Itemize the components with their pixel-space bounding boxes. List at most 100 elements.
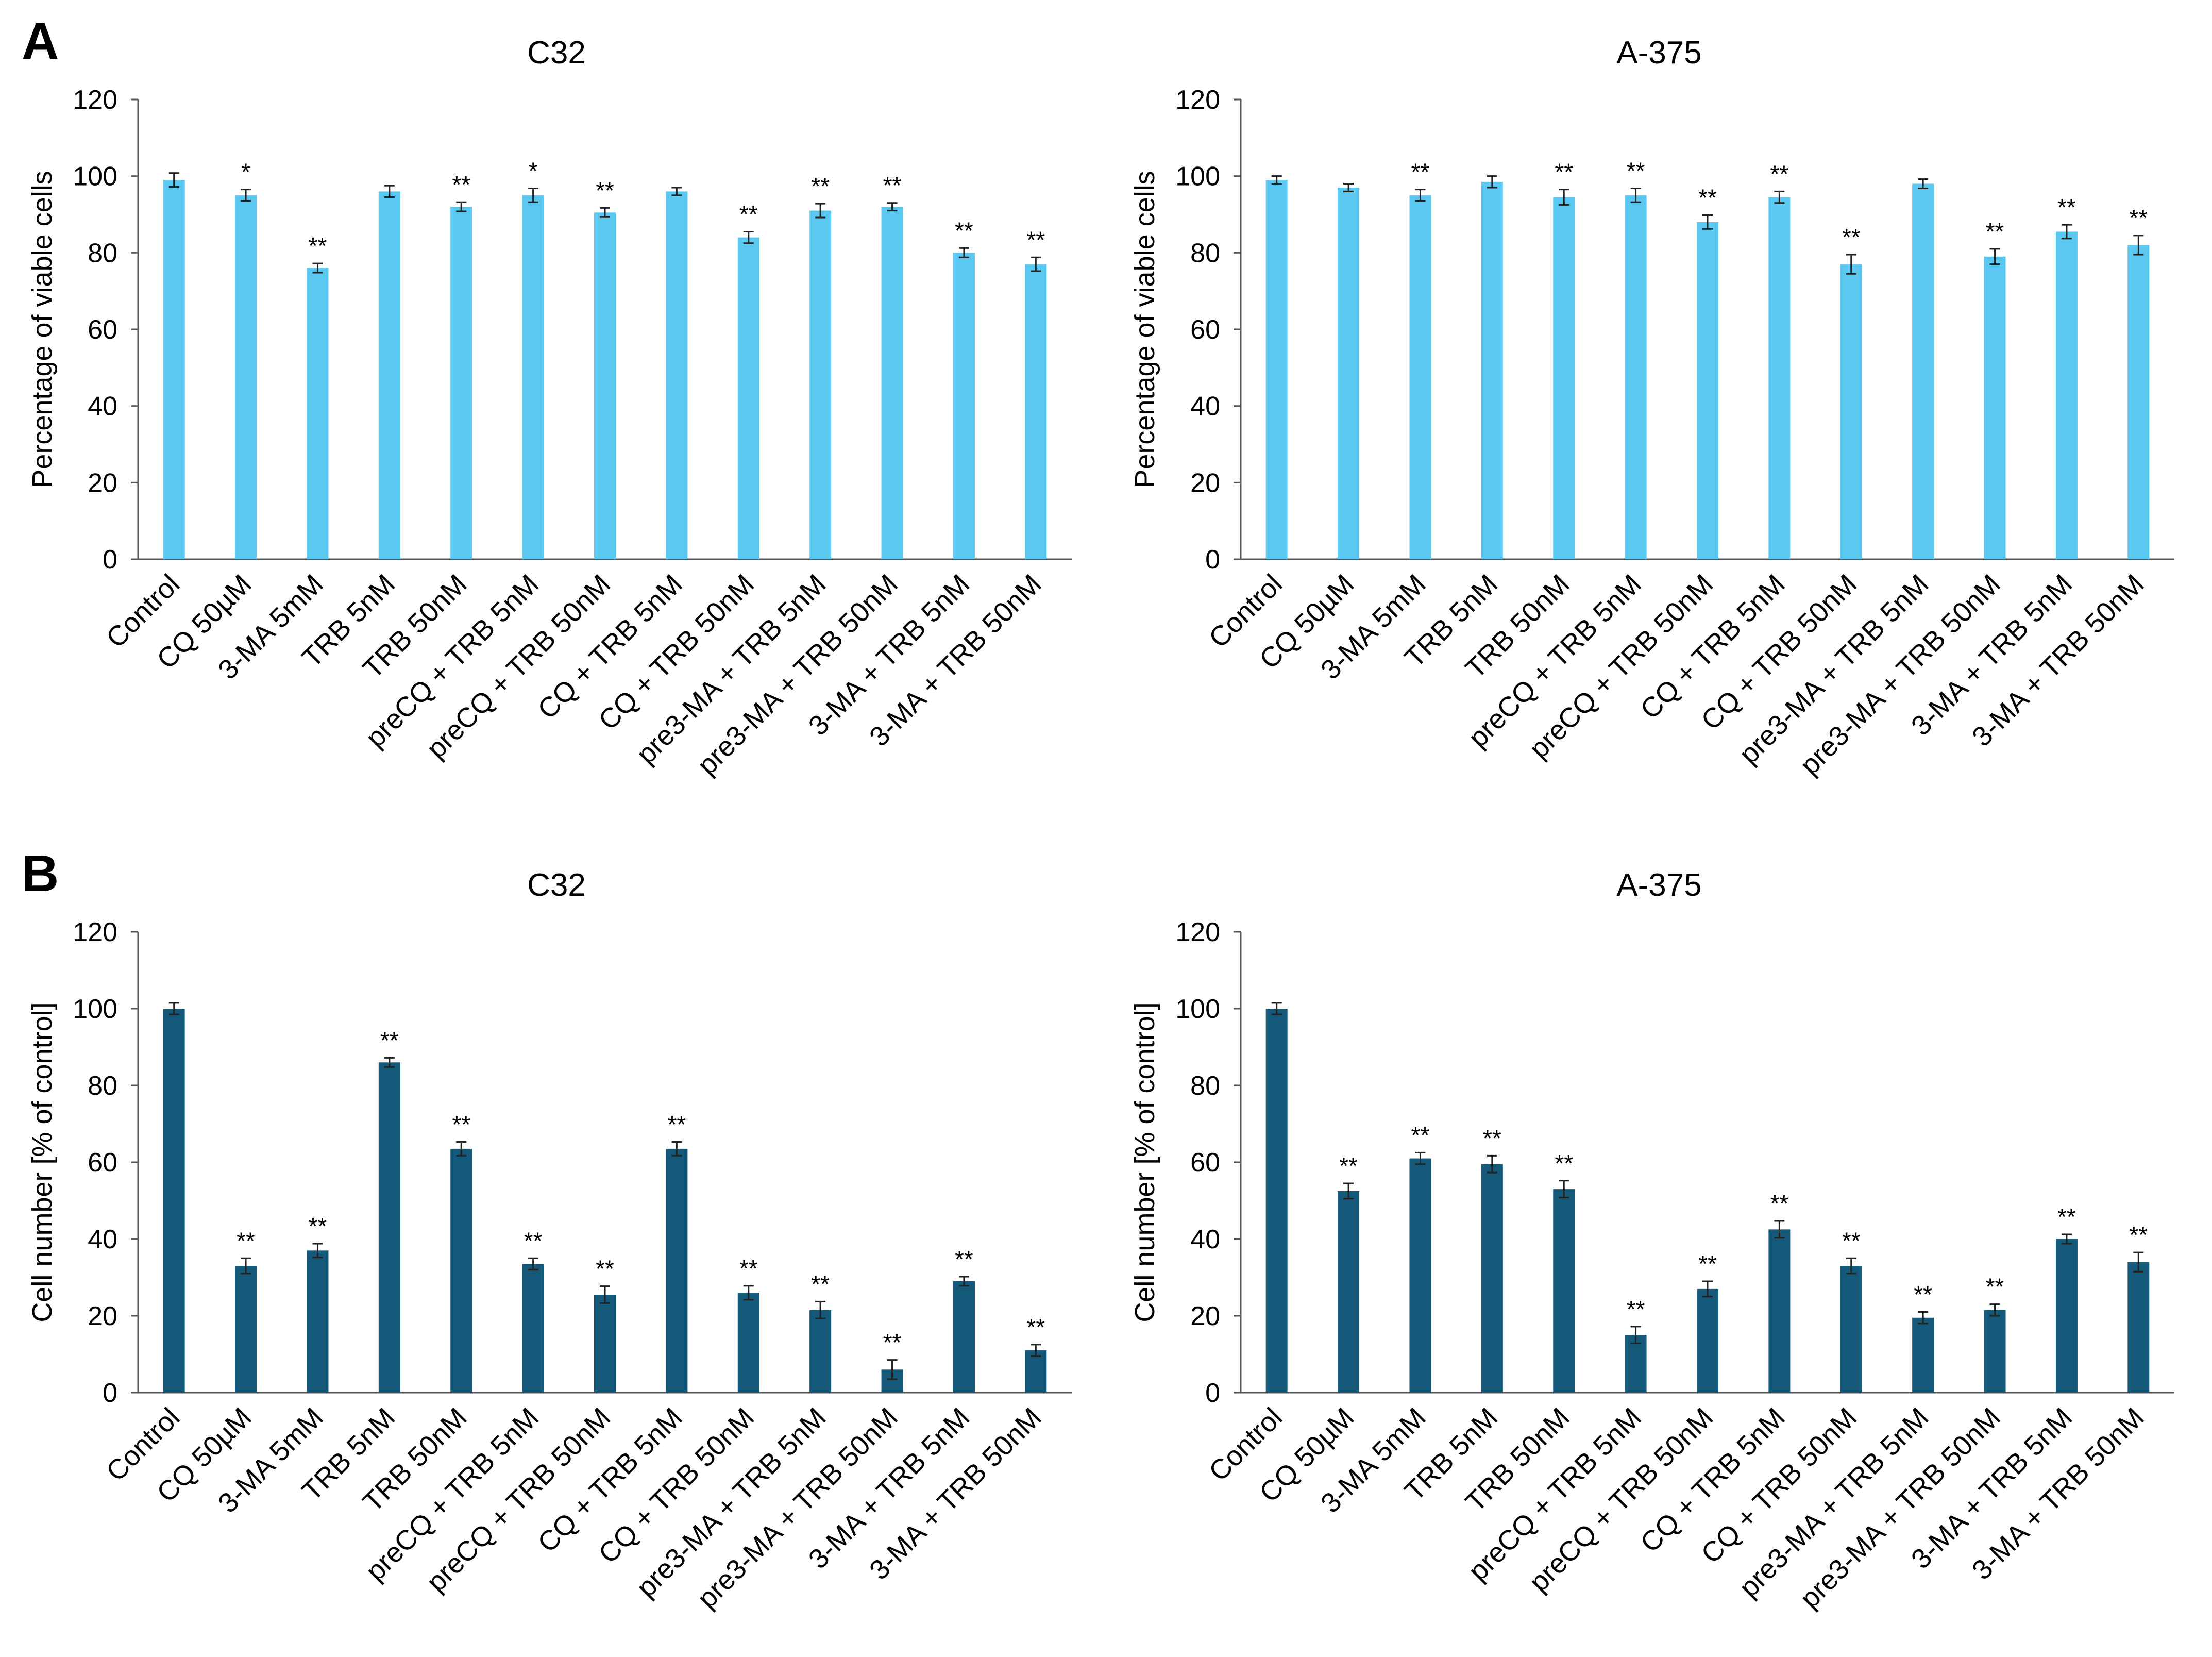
bar <box>1768 1229 1791 1393</box>
significance-label: ** <box>1770 160 1788 187</box>
y-tick-label: 80 <box>1190 1071 1220 1101</box>
bar <box>2055 1239 2078 1393</box>
bar <box>809 210 832 560</box>
bar <box>881 207 903 560</box>
y-tick-label: 100 <box>1175 994 1220 1024</box>
bar <box>1697 1288 1718 1393</box>
bar <box>1025 1350 1047 1393</box>
y-tick-label: 0 <box>103 545 117 575</box>
significance-label: * <box>241 159 250 186</box>
y-tick-label: 20 <box>88 1301 117 1331</box>
significance-label: ** <box>309 232 327 259</box>
panel-letter-b: B <box>22 845 59 902</box>
significance-label: ** <box>1411 1122 1430 1148</box>
bar <box>1338 1191 1360 1393</box>
significance-label: ** <box>2057 1203 2076 1230</box>
bar <box>1481 181 1503 560</box>
y-tick-label: 80 <box>88 1071 117 1101</box>
y-tick-label: 100 <box>73 162 117 192</box>
bar <box>235 1266 257 1393</box>
significance-label: ** <box>883 1329 902 1356</box>
significance-label: ** <box>739 1255 758 1282</box>
y-tick-label: 0 <box>1205 1378 1220 1408</box>
significance-label: ** <box>1698 1250 1717 1277</box>
chart-a-a375: A-375 0 20 40 60 80 100 120 Percentage of viable… <box>1129 35 2174 781</box>
significance-label: ** <box>452 1111 470 1138</box>
y-axis-title: Percentage of viable cells <box>27 171 58 488</box>
significance-label: ** <box>1986 218 2004 245</box>
significance-label: ** <box>1483 1125 1501 1151</box>
y-axis-title: Cell number [% of control] <box>27 1002 58 1322</box>
significance-label: ** <box>1026 226 1045 253</box>
bar <box>953 253 975 559</box>
bar <box>1481 1164 1503 1393</box>
bar <box>666 1148 688 1393</box>
bar <box>163 180 185 560</box>
significance-label: ** <box>955 1246 973 1273</box>
bar <box>1697 222 1718 559</box>
significance-label: ** <box>1842 224 1861 250</box>
bar <box>450 207 472 560</box>
significance-label: ** <box>1914 1281 1932 1308</box>
bar <box>737 1293 759 1393</box>
bar <box>307 268 329 559</box>
bar <box>666 191 688 559</box>
bar <box>1625 195 1647 559</box>
y-tick-label: 60 <box>1190 1148 1220 1178</box>
significance-label: ** <box>1026 1314 1045 1341</box>
significance-label: ** <box>524 1227 543 1254</box>
significance-label: ** <box>2129 205 2148 231</box>
significance-label: ** <box>811 173 830 199</box>
y-tick-label: 80 <box>88 238 117 268</box>
chart-title: A-375 <box>1616 35 1701 71</box>
significance-label: ** <box>452 171 470 198</box>
y-tick-label: 0 <box>103 1378 117 1408</box>
bar <box>522 195 544 559</box>
bar <box>307 1250 329 1393</box>
bar <box>1912 1317 1934 1393</box>
bar <box>235 195 257 559</box>
bar <box>1984 1310 2006 1393</box>
significance-label: ** <box>667 1111 686 1138</box>
significance-label: ** <box>1627 157 1645 184</box>
bar <box>1840 264 1862 559</box>
significance-label: ** <box>955 217 973 244</box>
bar <box>1338 187 1360 559</box>
bar <box>594 212 616 559</box>
significance-label: ** <box>1986 1274 2004 1300</box>
panel-letter-a: A <box>22 12 59 70</box>
y-tick-label: 80 <box>1190 238 1220 268</box>
significance-label: ** <box>1770 1190 1788 1217</box>
significance-label: ** <box>1411 159 1430 186</box>
y-tick-label: 40 <box>1190 392 1220 422</box>
y-tick-label: 40 <box>88 392 117 422</box>
significance-label: ** <box>596 1256 614 1282</box>
bar <box>1025 264 1047 559</box>
chart-b-c32: C32 0 20 40 60 80 100 120 Cell number [% of cont… <box>27 867 1072 1614</box>
y-tick-label: 20 <box>1190 468 1220 498</box>
significance-label: ** <box>1842 1227 1861 1254</box>
bar <box>378 191 400 559</box>
bar <box>1265 1009 1288 1393</box>
y-tick-label: 60 <box>1190 315 1220 345</box>
y-tick-label: 100 <box>1175 162 1220 192</box>
y-tick-label: 40 <box>88 1225 117 1254</box>
y-tick-label: 0 <box>1205 545 1220 575</box>
bar <box>1553 1189 1575 1393</box>
bar <box>163 1009 185 1393</box>
significance-label: ** <box>2057 194 2076 221</box>
significance-label: * <box>529 157 538 184</box>
chart-b-a375: A-375 0 20 40 60 80 100 120 Cell number [% of co… <box>1129 867 2174 1614</box>
bar <box>2127 245 2150 559</box>
bar <box>522 1264 544 1393</box>
bar <box>1553 197 1575 559</box>
significance-label: ** <box>1698 184 1717 211</box>
y-axis-title: Cell number [% of control] <box>1129 1002 1160 1322</box>
significance-label: ** <box>1555 1150 1573 1177</box>
bar <box>737 237 759 560</box>
bar <box>809 1310 832 1393</box>
significance-label: ** <box>739 200 758 227</box>
bar <box>1840 1266 1862 1393</box>
y-tick-label: 60 <box>88 315 117 345</box>
significance-label: ** <box>596 177 614 204</box>
